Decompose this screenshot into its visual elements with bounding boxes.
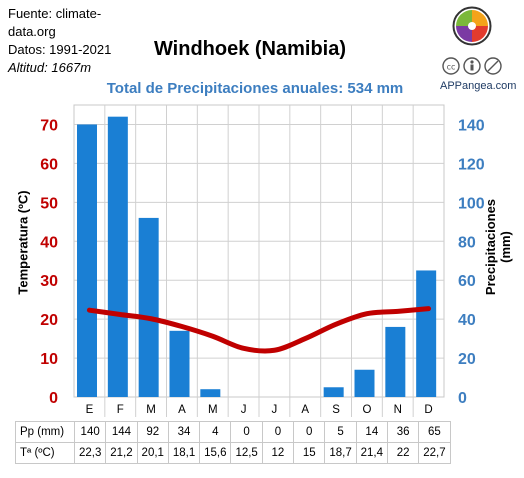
left-axis-tick: 20 <box>40 312 58 329</box>
precipitation-bar <box>385 326 406 397</box>
table-cell: 0 <box>261 421 295 443</box>
table-cell: 65 <box>418 421 451 443</box>
right-axis-tick: 120 <box>458 156 485 173</box>
right-axis-tick: 140 <box>458 117 485 134</box>
source-period: Datos: 1991-2021 <box>8 42 112 57</box>
table-cell: 21,2 <box>105 442 138 464</box>
right-axis-tick: 20 <box>458 351 476 368</box>
left-axis-tick: 40 <box>40 234 58 251</box>
chart-title: Windhoek (Namibia) <box>153 38 347 60</box>
table-cell: 15 <box>293 442 326 464</box>
right-axis-tick: 40 <box>458 312 476 329</box>
month-label: J <box>272 404 278 416</box>
source-info: Fuente: climate- data.org Datos: 1991-20… <box>8 5 128 77</box>
table-cell: 92 <box>136 421 169 443</box>
table-row: Pp (mm) 140 144 92 34 4 0 0 0 5 14 36 65 <box>15 421 451 443</box>
table-cell: 22,3 <box>73 442 107 464</box>
month-label: M <box>146 404 156 416</box>
table-row-label: Tª (ºC) <box>15 442 75 464</box>
svg-text:cc: cc <box>447 63 456 72</box>
table-cell: 15,6 <box>199 442 232 464</box>
temperature-line <box>86 306 432 354</box>
month-label: N <box>394 404 402 416</box>
chart-subtitle: Total de Precipitaciones anuales: 534 mm <box>106 80 404 97</box>
right-axis-tick: 100 <box>458 195 485 212</box>
precipitation-bar <box>200 389 221 397</box>
left-axis-tick: 60 <box>40 156 58 173</box>
table-row: Tª (ºC) 22,3 21,2 20,1 18,1 15,6 12,5 12 15 18,7 2… <box>15 442 451 464</box>
precipitation-bar <box>138 217 159 397</box>
table-cell: 5 <box>324 421 357 443</box>
table-cell: 14 <box>355 421 388 443</box>
table-cell: 18,7 <box>324 442 357 464</box>
data-table: Pp (mm) 140 144 92 34 4 0 0 0 5 14 36 65 Tª (ºC) 22,3 2… <box>15 421 451 464</box>
left-axis-tick: 70 <box>40 117 58 134</box>
month-label: O <box>362 404 371 416</box>
left-axis-tick: 0 <box>49 390 58 407</box>
precipitation-bar <box>107 116 128 398</box>
table-cell: 20,1 <box>136 442 169 464</box>
month-label: A <box>178 404 186 416</box>
table-row-label: Pp (mm) <box>15 421 75 443</box>
table-cell: 12 <box>261 442 295 464</box>
precipitation-bar <box>416 270 437 397</box>
precipitation-bar <box>77 124 97 397</box>
month-label: E <box>86 404 94 416</box>
month-label: F <box>117 404 124 416</box>
table-cell: 140 <box>73 421 107 443</box>
source-line-2: data.org <box>8 24 56 39</box>
table-cell: 22,7 <box>418 442 451 464</box>
precipitation-bar <box>354 369 375 397</box>
table-cell: 18,1 <box>167 442 201 464</box>
table-cell: 144 <box>105 421 138 443</box>
right-axis-tick: 60 <box>458 273 476 290</box>
month-label: M <box>208 404 218 416</box>
table-cell: 22 <box>386 442 420 464</box>
table-cell: 4 <box>199 421 232 443</box>
month-label: J <box>241 404 247 416</box>
brand-label: APPangea.com <box>440 80 517 92</box>
source-line-1: Fuente: climate- <box>8 6 102 21</box>
source-altitude: Altitud: 1667m <box>8 60 92 75</box>
month-label: D <box>424 404 432 416</box>
month-label: A <box>301 404 309 416</box>
table-cell: 36 <box>386 421 420 443</box>
puzzle-logo-icon <box>452 6 492 46</box>
right-axis-tick: 0 <box>458 390 467 407</box>
table-cell: 0 <box>293 421 326 443</box>
left-axis-tick: 10 <box>40 351 58 368</box>
creative-commons-icon: cc <box>442 57 502 75</box>
table-cell: 12,5 <box>230 442 263 464</box>
precipitation-bar <box>323 387 344 397</box>
left-axis-tick: 50 <box>40 195 58 212</box>
month-label: S <box>332 404 340 416</box>
right-axis-tick: 80 <box>458 234 476 251</box>
table-cell: 34 <box>167 421 201 443</box>
table-cell: 21,4 <box>355 442 388 464</box>
left-axis-tick: 30 <box>40 273 58 290</box>
table-cell: 0 <box>230 421 263 443</box>
precipitation-bar <box>169 330 190 397</box>
